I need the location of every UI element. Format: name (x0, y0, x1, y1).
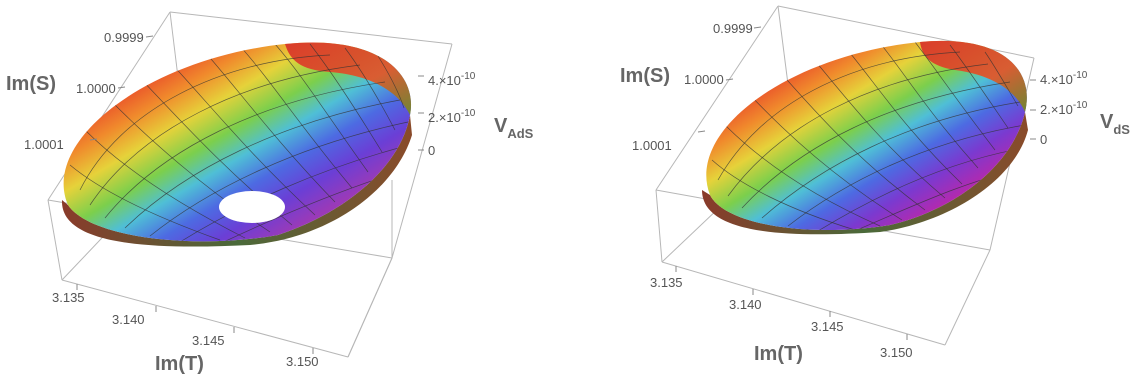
z-tick-label: 2.×10-10 (428, 108, 476, 125)
y-axis-label: Im(S) (6, 73, 56, 95)
y-tick-label: 1.0001 (632, 138, 672, 153)
z-axis: 4.×10-10 2.×10-10 0 VdS (1030, 70, 1130, 147)
y-axis: 0.9999 1.0000 1.0001 Im(S) (620, 21, 762, 153)
z-axis-label: VdS (1100, 111, 1130, 137)
surface-ds (702, 40, 1028, 235)
y-tick-label: 1.0001 (24, 137, 64, 152)
z-axis-label: VAdS (494, 115, 534, 141)
x-tick-label: 3.145 (811, 319, 844, 334)
surface-plot-ds: 0.9999 1.0000 1.0001 Im(S) 4.×10-10 2.×1… (600, 0, 1139, 381)
x-tick-label: 3.140 (729, 297, 762, 312)
x-axis: 3.135 3.140 3.145 3.150 Im(T) (52, 284, 319, 375)
y-axis: 0.9999 1.0000 1.0001 Im(S) (6, 30, 154, 152)
y-tick-label: 0.9999 (713, 21, 753, 36)
x-tick-label: 3.145 (192, 333, 225, 348)
surface-plot-ads: 0.9999 1.0000 1.0001 Im(S) 4.×10-10 2.×1… (0, 0, 560, 381)
y-tick-label: 0.9999 (104, 30, 144, 45)
surface-hole (219, 191, 285, 223)
y-tick-label: 1.0000 (684, 72, 724, 87)
bounding-box (655, 5, 1035, 346)
z-tick-label: 4.×10-10 (428, 71, 476, 88)
z-tick-label: 0 (428, 143, 435, 158)
x-axis-label: Im(T) (754, 343, 803, 365)
z-tick-label: 4.×10-10 (1040, 70, 1088, 87)
plot-canvas-ads: 0.9999 1.0000 1.0001 Im(S) 4.×10-10 2.×1… (6, 11, 534, 375)
x-tick-label: 3.135 (650, 275, 683, 290)
x-axis-label: Im(T) (155, 353, 204, 375)
x-tick-label: 3.150 (286, 354, 319, 369)
mesh-grid (711, 41, 1026, 231)
z-tick-label: 2.×10-10 (1040, 100, 1088, 117)
y-axis-label: Im(S) (620, 65, 670, 87)
z-tick-label: 0 (1040, 132, 1047, 147)
x-axis: 3.135 3.140 3.145 3.150 Im(T) (650, 266, 913, 365)
x-tick-label: 3.140 (112, 312, 145, 327)
z-axis: 4.×10-10 2.×10-10 0 VAdS (418, 71, 534, 158)
x-tick-label: 3.150 (880, 345, 913, 360)
x-tick-label: 3.135 (52, 290, 85, 305)
y-tick-label: 1.0000 (76, 81, 116, 96)
surface-ads (61, 42, 412, 247)
plot-canvas-ds: 0.9999 1.0000 1.0001 Im(S) 4.×10-10 2.×1… (620, 5, 1130, 365)
